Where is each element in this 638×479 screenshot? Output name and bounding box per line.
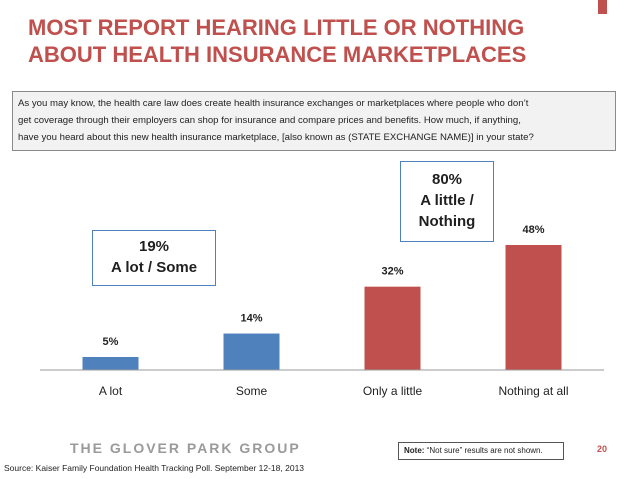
data-label: 14% (240, 313, 262, 325)
corner-accent-mark (598, 0, 607, 14)
data-label: 5% (103, 336, 119, 348)
data-label: 48% (522, 224, 544, 236)
callout-left-label: A lot / Some (110, 259, 198, 276)
question-line-1: As you may know, the health care law doe… (18, 98, 529, 109)
x-tick-label: A lot (99, 384, 123, 398)
title-line-1: MOST REPORT HEARING LITTLE OR NOTHING (28, 15, 525, 40)
page-title: MOST REPORT HEARING LITTLE OR NOTHING AB… (28, 14, 588, 68)
note-label: Note: (404, 446, 425, 455)
x-tick-label: Only a little (363, 384, 423, 398)
page-number: 20 (597, 444, 608, 454)
bar-a-lot (82, 356, 139, 370)
callout-left-pct: 19% (138, 238, 170, 255)
bar-nothing-at-all (505, 245, 562, 370)
bar-only-a-little (364, 286, 421, 370)
source-citation: Source: Kaiser Family Foundation Health … (4, 463, 305, 473)
x-tick-label: Nothing at all (498, 384, 568, 398)
question-line-3: have you heard about this new health ins… (18, 132, 534, 143)
note-text: “Not sure” results are not shown. (424, 446, 543, 455)
company-logo: THE GLOVER PARK GROUP (70, 440, 301, 456)
callout-little-nothing: 80% A little / Nothing (400, 161, 494, 242)
data-label: 32% (381, 266, 403, 278)
callout-right-line-2: Nothing (418, 213, 476, 230)
callout-right-line-1: A little / (420, 192, 474, 209)
note-box: Note: “Not sure” results are not shown. (398, 442, 564, 460)
callout-right-pct: 80% (431, 171, 463, 188)
bar-some (223, 333, 280, 370)
question-box: As you may know, the health care law doe… (12, 91, 616, 151)
question-line-2: get coverage through their employers can… (18, 115, 521, 126)
x-tick-label: Some (236, 384, 268, 398)
callout-a-lot-some: 19% A lot / Some (92, 230, 216, 286)
title-line-2: ABOUT HEALTH INSURANCE MARKETPLACES (28, 42, 527, 67)
